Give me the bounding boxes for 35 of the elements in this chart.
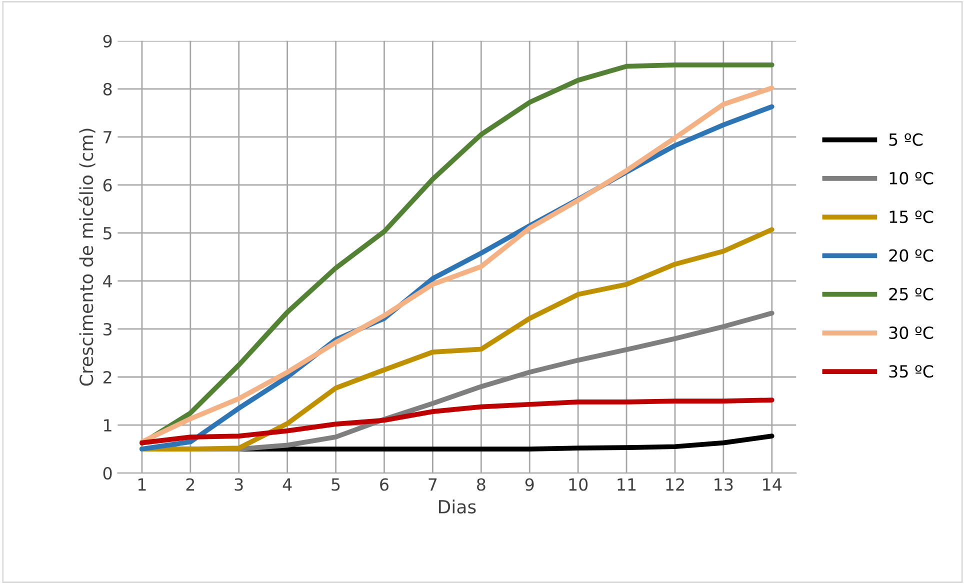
x-axis-title: Dias (439, 500, 476, 514)
x-tick-label: 2 (186, 478, 194, 491)
x-tick-label: 10 (569, 478, 588, 491)
y-tick-label: 7 (104, 131, 112, 144)
x-tick-label: 11 (618, 478, 636, 491)
legend-label: 25 ºC (889, 288, 934, 300)
legend-label: 10 ºC (890, 172, 934, 185)
x-tick-label: 3 (234, 478, 243, 491)
y-tick-label: 2 (103, 370, 112, 384)
y-tick-label: 1 (104, 419, 112, 432)
legend-label: 35 ºC (889, 365, 934, 378)
line-series (140, 227, 774, 452)
x-tick-label: 5 (332, 478, 340, 491)
y-tick-label: 6 (103, 178, 112, 192)
y-tick-label: 0 (103, 467, 112, 480)
legend-label: 30 ºC (889, 326, 934, 340)
y-tick-label: 8 (103, 82, 112, 96)
x-tick-label: 8 (476, 478, 486, 491)
y-tick-label: 5 (104, 227, 112, 240)
y-axis-title: Crescimento de micélio (cm) (78, 128, 96, 386)
x-tick-label: 6 (380, 478, 388, 491)
x-tick-label: 4 (282, 478, 292, 491)
legend-label: 5 ºC (889, 133, 923, 146)
x-tick-label: 9 (525, 478, 534, 491)
x-tick-label: 13 (714, 478, 733, 491)
x-tick-label: 12 (666, 478, 684, 491)
y-tick-label: 3 (104, 322, 112, 336)
legend-label: 20 ºC (889, 249, 934, 262)
x-tick-label: 14 (763, 478, 782, 491)
x-tick-label: 7 (428, 478, 437, 491)
y-tick-label: 4 (103, 275, 112, 288)
y-tick-label: 9 (103, 34, 112, 48)
x-tick-label: 1 (138, 478, 146, 491)
line-series (140, 398, 774, 446)
legend-label: 15 ºC (890, 210, 934, 224)
